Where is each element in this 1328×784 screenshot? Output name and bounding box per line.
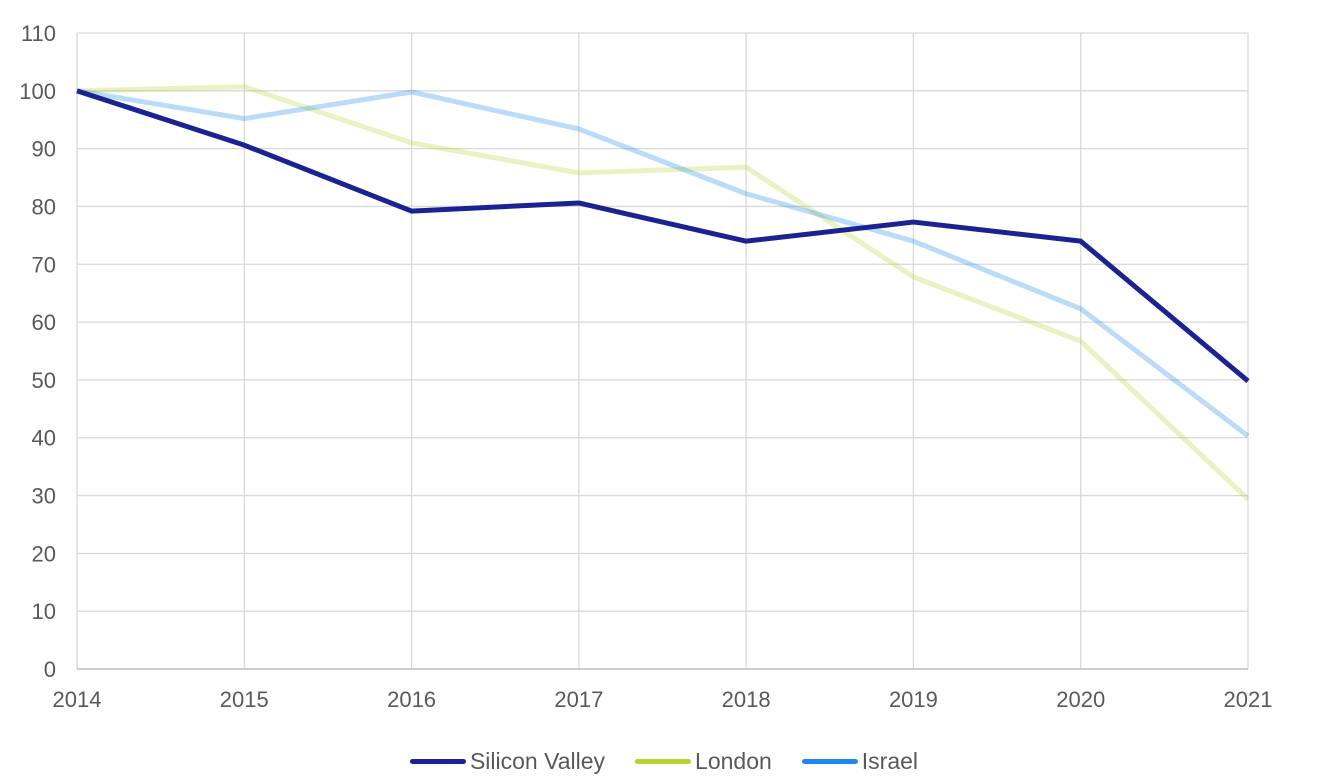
y-axis-labels: 0 10 20 30 40 50 60 70 80 90 100 110 (19, 21, 56, 682)
y-tick-label: 110 (21, 21, 56, 46)
series-lines (76, 84, 1250, 501)
x-tick-label: 2018 (722, 687, 771, 712)
series-line-london (76, 84, 1250, 501)
x-tick-label: 2015 (220, 687, 269, 712)
y-tick-label: 0 (44, 657, 56, 682)
x-tick-label: 2020 (1056, 687, 1105, 712)
y-tick-label: 30 (32, 484, 56, 509)
x-tick-label: 2014 (53, 687, 102, 712)
y-tick-label: 100 (19, 79, 56, 104)
x-tick-label: 2021 (1224, 687, 1273, 712)
y-tick-label: 80 (32, 194, 56, 219)
y-tick-label: 70 (32, 252, 56, 277)
y-tick-label: 90 (32, 137, 56, 162)
y-tick-label: 10 (32, 599, 56, 624)
legend-swatch (801, 759, 858, 764)
series-line-israel (76, 88, 1250, 438)
legend: Silicon Valley London Israel (0, 748, 1328, 775)
legend-label: Israel (861, 748, 919, 774)
y-tick-label: 50 (32, 368, 56, 393)
y-tick-label: 40 (32, 426, 56, 451)
legend-item: Israel (801, 748, 919, 775)
gridlines (76, 32, 1249, 670)
series-line-silicon-valley (76, 88, 1250, 383)
legend-swatch (409, 759, 466, 764)
y-tick-label: 60 (32, 310, 56, 335)
x-tick-label: 2017 (554, 687, 603, 712)
x-tick-label: 2016 (387, 687, 436, 712)
legend-swatch (635, 759, 692, 764)
legend-label: London (695, 748, 772, 774)
legend-label: Silicon Valley (469, 748, 606, 774)
legend-item: Silicon Valley (409, 748, 606, 775)
x-axis-labels: 2014 2015 2016 2017 2018 2019 2020 2021 (53, 687, 1273, 712)
y-tick-label: 20 (32, 541, 56, 566)
legend-item: London (635, 748, 772, 775)
x-tick-label: 2019 (889, 687, 938, 712)
